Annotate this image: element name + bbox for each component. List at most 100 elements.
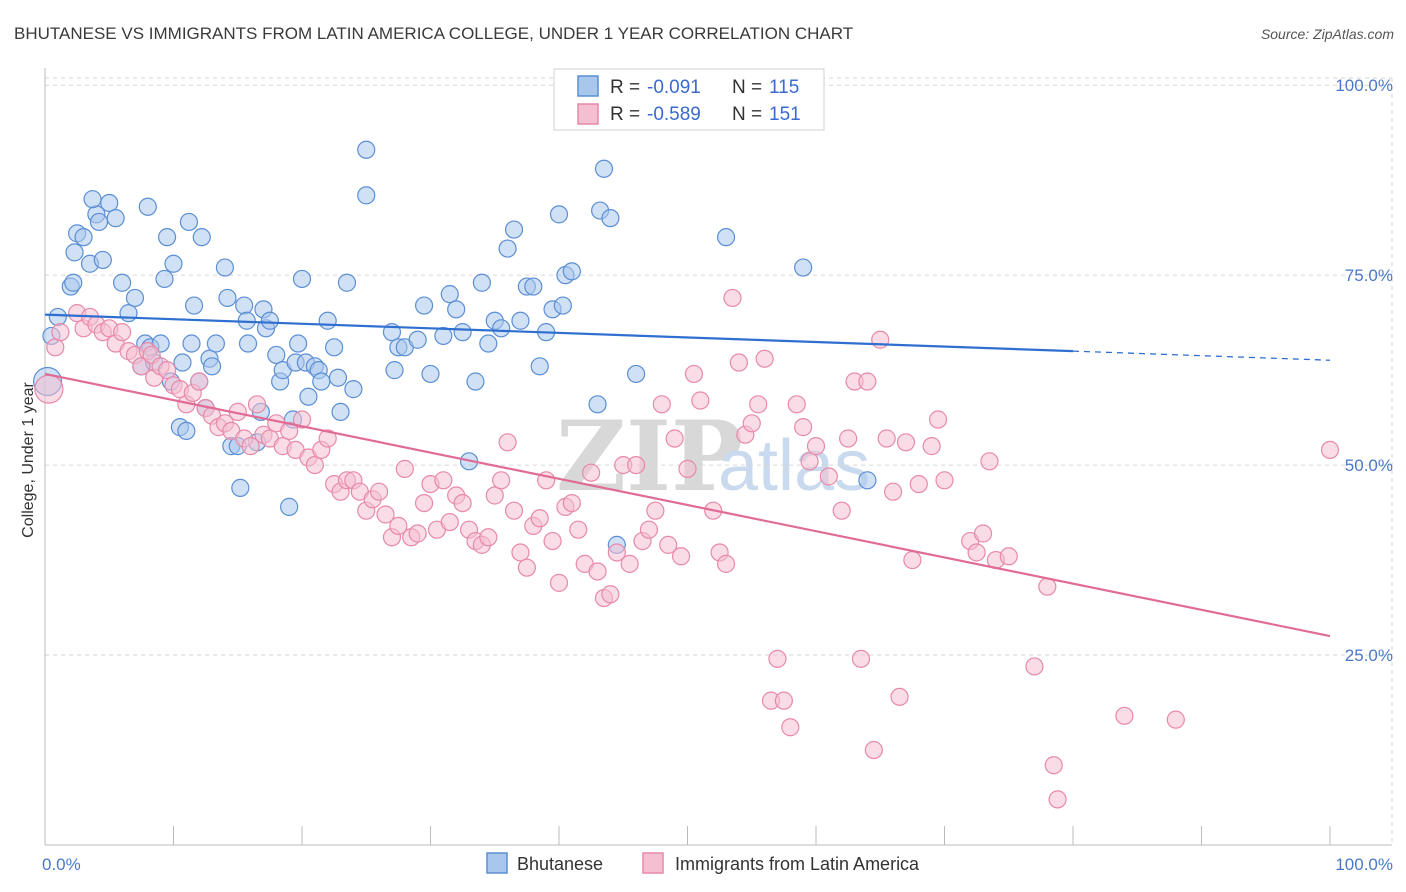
- point-pink-117: [800, 452, 819, 471]
- legend-swatch-pink: [577, 103, 599, 125]
- point-blue-14: [106, 209, 125, 228]
- point-pink-91: [626, 455, 646, 475]
- point-pink-127: [877, 429, 896, 448]
- point-blue-53: [267, 345, 286, 365]
- point-blue-47: [238, 334, 258, 353]
- y-axis-label: College, Under 1 year: [20, 382, 37, 538]
- point-blue-95: [524, 277, 543, 296]
- point-blue-71: [344, 380, 363, 399]
- point-pink-132: [909, 474, 928, 494]
- point-blue-27: [164, 254, 183, 273]
- chart-source: Source: ZipAtlas.com: [1261, 26, 1394, 42]
- point-pink-135: [935, 471, 954, 490]
- y-tick-label-1: 50.0%: [1345, 456, 1393, 475]
- point-pink-62: [440, 512, 459, 532]
- point-blue-29: [173, 353, 192, 372]
- chart-title: BHUTANESE VS IMMIGRANTS FROM LATIN AMERI…: [14, 24, 853, 43]
- legend-box: [553, 68, 825, 131]
- point-pink-68: [479, 528, 498, 547]
- point-blue-41: [218, 288, 237, 308]
- point-blue-17: [125, 288, 145, 308]
- point-pink-106: [729, 353, 749, 372]
- legend-n-label-1: N =: [732, 77, 762, 98]
- point-blue-11: [89, 212, 109, 232]
- point-blue-39: [206, 334, 226, 353]
- bottom-legend-swatch-pink: [642, 852, 664, 874]
- legend-r-value-2: -0.589: [647, 104, 701, 125]
- point-pink-82: [569, 520, 588, 539]
- point-pink-105: [723, 288, 742, 308]
- point-blue-88: [479, 334, 498, 353]
- point-blue-7: [74, 228, 93, 247]
- trend-line-blue: [44, 313, 1074, 353]
- point-blue-102: [562, 262, 581, 281]
- point-pink-18: [157, 361, 177, 380]
- point-pink-79: [549, 573, 569, 592]
- legend-r-label-1: R =: [610, 77, 640, 98]
- point-pink-101: [691, 391, 710, 410]
- point-pink-72: [504, 501, 524, 520]
- point-blue-31: [179, 212, 199, 232]
- point-blue-109: [716, 228, 736, 247]
- point-pink-134: [928, 410, 948, 429]
- point-pink-74: [517, 558, 536, 577]
- point-blue-5: [65, 243, 84, 262]
- point-pink-90: [620, 554, 639, 573]
- point-blue-4: [64, 273, 83, 292]
- bottom-legend: Bhutanese Immigrants from Latin America: [486, 852, 920, 874]
- point-pink-115: [787, 395, 806, 414]
- legend: R = -0.091 N = 115 R = -0.589 N = 151: [553, 68, 825, 131]
- point-pink-109: [749, 395, 768, 414]
- point-blue-25: [157, 228, 177, 247]
- point-pink-37: [280, 421, 299, 441]
- point-pink-139: [980, 452, 999, 471]
- point-blue-92: [504, 220, 524, 239]
- point-blue-66: [318, 311, 337, 330]
- point-pink-78: [543, 531, 562, 551]
- point-pink-148: [1320, 440, 1340, 460]
- point-blue-82: [440, 285, 459, 304]
- point-blue-80: [421, 364, 440, 384]
- y-tick-label-2: 75.0%: [1345, 266, 1393, 285]
- point-blue-75: [385, 361, 404, 380]
- point-pink-97: [665, 429, 684, 448]
- point-pink-145: [1048, 790, 1067, 809]
- point-pink-23: [190, 372, 209, 391]
- point-pink-113: [774, 691, 793, 710]
- legend-n-value-2: 151: [769, 104, 801, 125]
- y-tick-label-3: 100.0%: [1335, 76, 1393, 95]
- point-blue-105: [594, 159, 614, 178]
- point-blue-56: [280, 497, 299, 516]
- point-blue-62: [299, 387, 318, 406]
- point-pink-142: [1025, 657, 1044, 676]
- point-pink-137: [967, 543, 986, 562]
- point-blue-72: [357, 186, 376, 205]
- point-blue-52: [260, 311, 279, 330]
- point-pink-118: [806, 437, 826, 456]
- point-blue-32: [182, 334, 201, 353]
- point-blue-20: [138, 197, 157, 216]
- x-tick-labels: 0.0% 100.0%: [42, 855, 1393, 874]
- point-blue-99: [549, 205, 569, 224]
- trend-line-blue-extension: [1072, 350, 1331, 361]
- point-blue-59: [289, 334, 308, 353]
- point-blue-110: [794, 258, 813, 277]
- point-pink-85: [588, 562, 607, 581]
- point-blue-67: [325, 338, 344, 357]
- point-blue-73: [357, 140, 376, 159]
- point-blue-90: [492, 319, 511, 338]
- point-pink-2: [51, 323, 70, 342]
- point-pink-96: [659, 535, 678, 554]
- trend-line-pink: [44, 372, 1331, 638]
- point-blue-16: [119, 304, 138, 323]
- point-blue-87: [472, 273, 491, 292]
- point-pink-55: [395, 459, 414, 478]
- point-pink-64: [453, 493, 472, 513]
- point-pink-147: [1166, 710, 1185, 729]
- point-pink-93: [639, 520, 659, 539]
- point-pink-130: [896, 433, 916, 452]
- point-pink-123: [851, 649, 871, 668]
- point-pink-31: [241, 437, 260, 456]
- legend-r-value-1: -0.091: [647, 77, 701, 98]
